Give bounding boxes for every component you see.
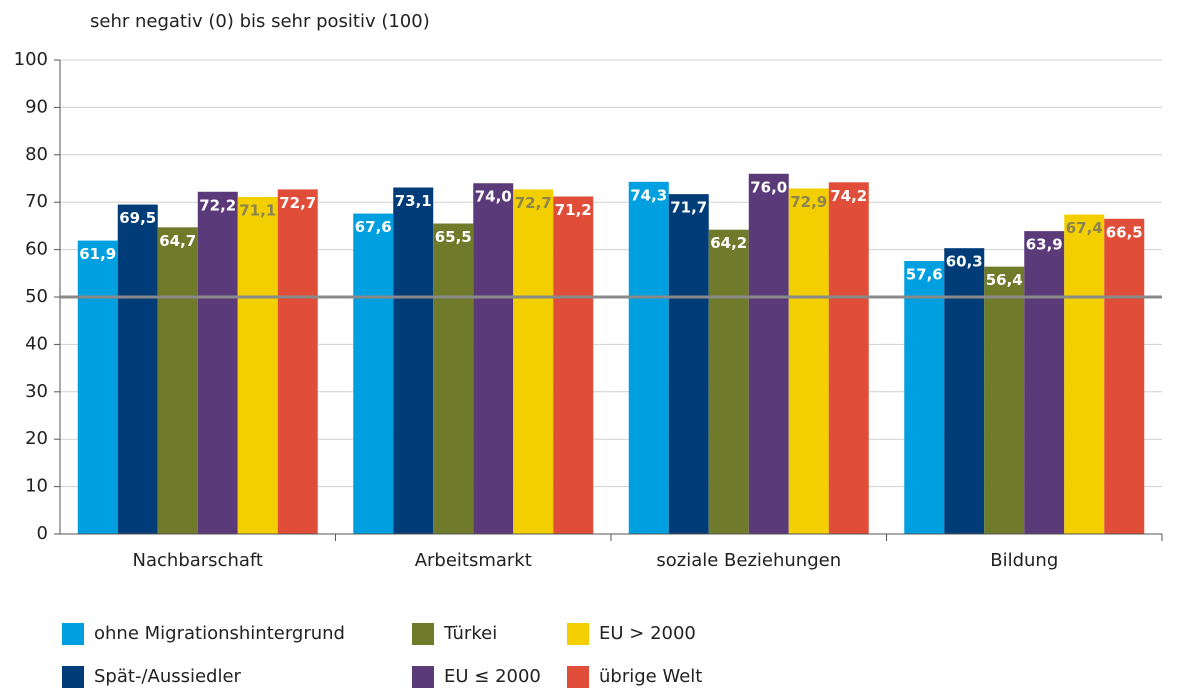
value-label: 74,2 — [830, 187, 867, 205]
bar — [708, 229, 749, 534]
value-label: 74,3 — [630, 186, 667, 204]
y-tick-label: 80 — [25, 144, 48, 165]
bar — [237, 196, 278, 534]
legend-swatch — [567, 666, 589, 688]
value-label: 76,0 — [750, 178, 787, 196]
bar — [788, 188, 829, 535]
legend-label: Türkei — [443, 623, 497, 644]
bar — [513, 189, 554, 535]
value-label: 61,9 — [79, 245, 116, 263]
bar — [984, 266, 1025, 534]
legend-swatch — [567, 623, 589, 645]
value-label: 67,4 — [1066, 219, 1103, 237]
bar — [553, 196, 594, 534]
value-label: 60,3 — [946, 253, 983, 271]
bar — [668, 194, 709, 534]
value-label: 66,5 — [1106, 223, 1143, 241]
value-label: 72,7 — [279, 194, 316, 212]
y-tick-label: 10 — [25, 476, 48, 497]
bar — [77, 240, 118, 534]
bar — [117, 204, 158, 534]
bar — [1064, 214, 1105, 535]
value-label: 71,2 — [555, 201, 592, 219]
value-label: 74,0 — [475, 188, 512, 206]
x-tick-label: Bildung — [990, 550, 1058, 571]
bar — [473, 183, 514, 535]
bar — [1024, 231, 1065, 534]
y-axis-label: sehr negativ (0) bis sehr positiv (100) — [90, 11, 430, 32]
value-label: 72,2 — [199, 196, 236, 214]
legend-label: EU ≤ 2000 — [444, 666, 541, 687]
y-tick-label: 100 — [14, 49, 48, 70]
bar — [944, 248, 985, 535]
bar — [393, 187, 434, 535]
legend-swatch — [62, 666, 84, 688]
value-label: 57,6 — [906, 265, 943, 283]
legend-swatch — [412, 666, 434, 688]
y-tick-label: 60 — [25, 239, 48, 260]
value-label: 67,6 — [355, 218, 392, 236]
x-tick-label: Arbeitsmarkt — [415, 550, 532, 571]
value-label: 63,9 — [1026, 236, 1063, 254]
value-label: 72,7 — [515, 194, 552, 212]
bar — [748, 173, 789, 534]
value-label: 73,1 — [395, 192, 432, 210]
legend-label: EU > 2000 — [599, 623, 696, 644]
value-label: 64,2 — [710, 234, 747, 252]
bar — [277, 189, 318, 535]
legend-swatch — [412, 623, 434, 645]
x-tick-label: Nachbarschaft — [133, 550, 263, 571]
bar — [197, 191, 238, 534]
y-tick-label: 30 — [25, 381, 48, 402]
bar — [433, 223, 474, 534]
bar — [157, 227, 198, 534]
bar — [828, 182, 869, 535]
y-tick-label: 40 — [25, 333, 48, 354]
value-label: 71,7 — [670, 199, 707, 217]
value-label: 69,5 — [119, 209, 156, 227]
bar — [1104, 218, 1145, 535]
x-tick-label: soziale Beziehungen — [656, 550, 841, 571]
legend-label: Spät-/Aussiedler — [94, 666, 242, 687]
y-tick-label: 70 — [25, 191, 48, 212]
y-tick-label: 50 — [25, 286, 48, 307]
legend-swatch — [62, 623, 84, 645]
value-label: 71,1 — [239, 201, 276, 219]
y-tick-label: 90 — [25, 96, 48, 117]
bar — [628, 181, 669, 534]
value-label: 64,7 — [159, 232, 196, 250]
legend-label: übrige Welt — [599, 666, 702, 687]
bar — [904, 260, 945, 534]
value-label: 65,5 — [435, 228, 472, 246]
value-label: 56,4 — [986, 271, 1023, 289]
bar — [353, 213, 394, 535]
y-tick-label: 0 — [37, 523, 48, 544]
y-tick-label: 20 — [25, 428, 48, 449]
legend-label: ohne Migrationshintergrund — [94, 623, 345, 644]
value-label: 72,9 — [790, 193, 827, 211]
